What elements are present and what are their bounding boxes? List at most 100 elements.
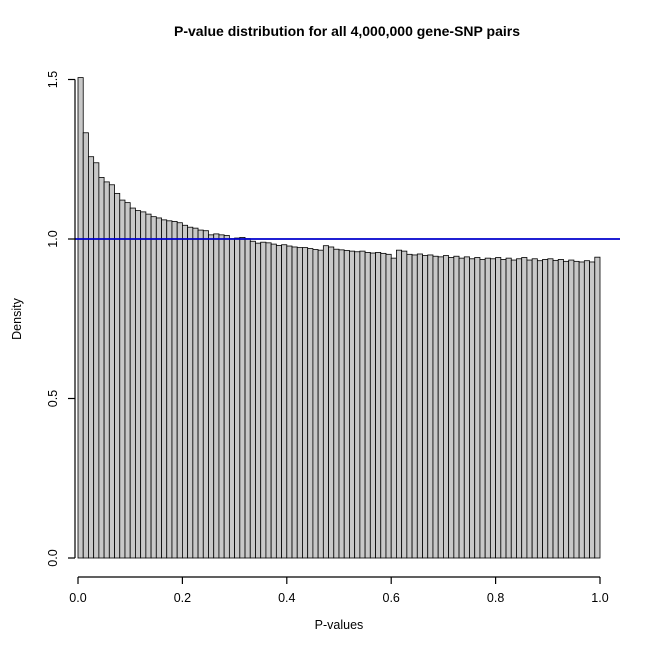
histogram-bar [202,230,209,559]
histogram-bar [244,238,251,559]
histogram-bar [150,216,157,559]
histogram-bar [322,245,329,559]
x-tick-label: 0.2 [174,591,191,605]
histogram-bar [463,256,470,559]
histogram-bar [411,254,418,559]
histogram-bar [364,251,371,559]
histogram-bar [563,260,570,559]
chart-title: P-value distribution for all 4,000,000 g… [174,23,520,39]
histogram-bar [249,240,256,559]
histogram-bar [317,249,324,559]
histogram-bar [416,253,423,559]
histogram-bar [401,250,408,559]
histogram-bar [108,184,115,559]
histogram-bar [239,237,246,559]
histogram-bar [406,253,413,559]
y-axis: 0.0 0.5 1.0 1.5 [46,71,76,567]
x-tick-label: 0.6 [383,591,400,605]
y-tick-label: 0.5 [46,390,60,407]
x-tick-label: 0.4 [278,591,295,605]
histogram-bar [484,257,491,559]
histogram-bar [380,252,387,559]
x-axis-label: P-values [315,618,364,632]
histogram-bar [437,256,444,559]
histogram-bar [432,255,439,559]
histogram-bar [333,248,340,559]
histogram-bar [302,247,309,559]
x-tick-label: 1.0 [591,591,608,605]
y-tick-label: 1.0 [46,230,60,247]
histogram-bar [448,257,455,559]
histogram-bar [458,257,465,559]
histogram-bar [469,258,476,559]
histogram-bar [343,250,350,559]
histogram-bar [255,242,262,559]
histogram-bar [98,177,105,559]
histogram-bar [260,241,267,559]
histogram-bar [291,246,298,559]
histogram-bar [479,259,486,559]
histogram-bar [161,219,168,559]
histogram-bar [349,250,356,559]
histogram-bar [208,234,215,559]
histogram-bar [197,229,204,559]
histogram-bar [77,77,84,559]
histogram-bar [594,256,601,559]
histogram-bar [516,258,523,559]
histogram-bar [505,257,512,559]
x-axis: 0.0 0.2 0.4 0.6 0.8 1.0 [69,576,609,605]
histogram-bar [275,244,282,559]
histogram-bar [489,258,497,559]
histogram-bar [166,220,173,559]
histogram-bar [213,233,220,559]
histogram-bar [218,234,225,559]
histogram-bar [583,260,590,559]
histogram-bar [568,259,575,559]
histogram-bar [390,257,397,559]
histogram-bar [552,259,559,559]
y-axis-label: Density [10,297,24,339]
y-tick-label: 1.5 [46,71,60,88]
histogram-bar [265,242,272,559]
histogram-bar [526,259,533,559]
histogram-bar [140,211,147,559]
histogram-bar [500,259,507,559]
histogram-bar [192,227,199,559]
histogram-bar [228,238,236,559]
histogram-bar [547,258,554,559]
histogram-bar [171,221,178,559]
histogram-bars [77,77,601,559]
histogram-bar [270,243,277,559]
histogram-bar [176,222,183,559]
histogram-bar [453,255,460,559]
histogram-bar [93,162,100,559]
histogram-bar [223,235,230,559]
histogram-bar [129,207,136,559]
histogram-bar [422,255,429,559]
histogram-bar [375,251,382,559]
histogram-bar [328,246,335,559]
histogram-bar [312,249,319,559]
x-tick-label: 0.8 [487,591,504,605]
histogram-bar [369,252,376,559]
histogram-bar [589,261,596,559]
histogram-bar [307,248,314,559]
histogram-bar [442,255,450,559]
histogram-bar [296,247,303,559]
histogram-bar [281,244,288,559]
histogram-bar [145,213,152,559]
histogram-bar [557,259,564,559]
histogram-bar [82,132,89,559]
histogram-bar [124,202,131,559]
histogram-bar [114,192,121,559]
x-tick-label: 0.0 [69,591,86,605]
histogram-bar [286,245,293,559]
histogram-bar [573,260,580,559]
histogram-bar [510,259,517,559]
histogram-bar [155,217,162,559]
histogram-bar [495,257,502,559]
histogram-bar [521,257,528,559]
histogram-bar [474,257,481,559]
